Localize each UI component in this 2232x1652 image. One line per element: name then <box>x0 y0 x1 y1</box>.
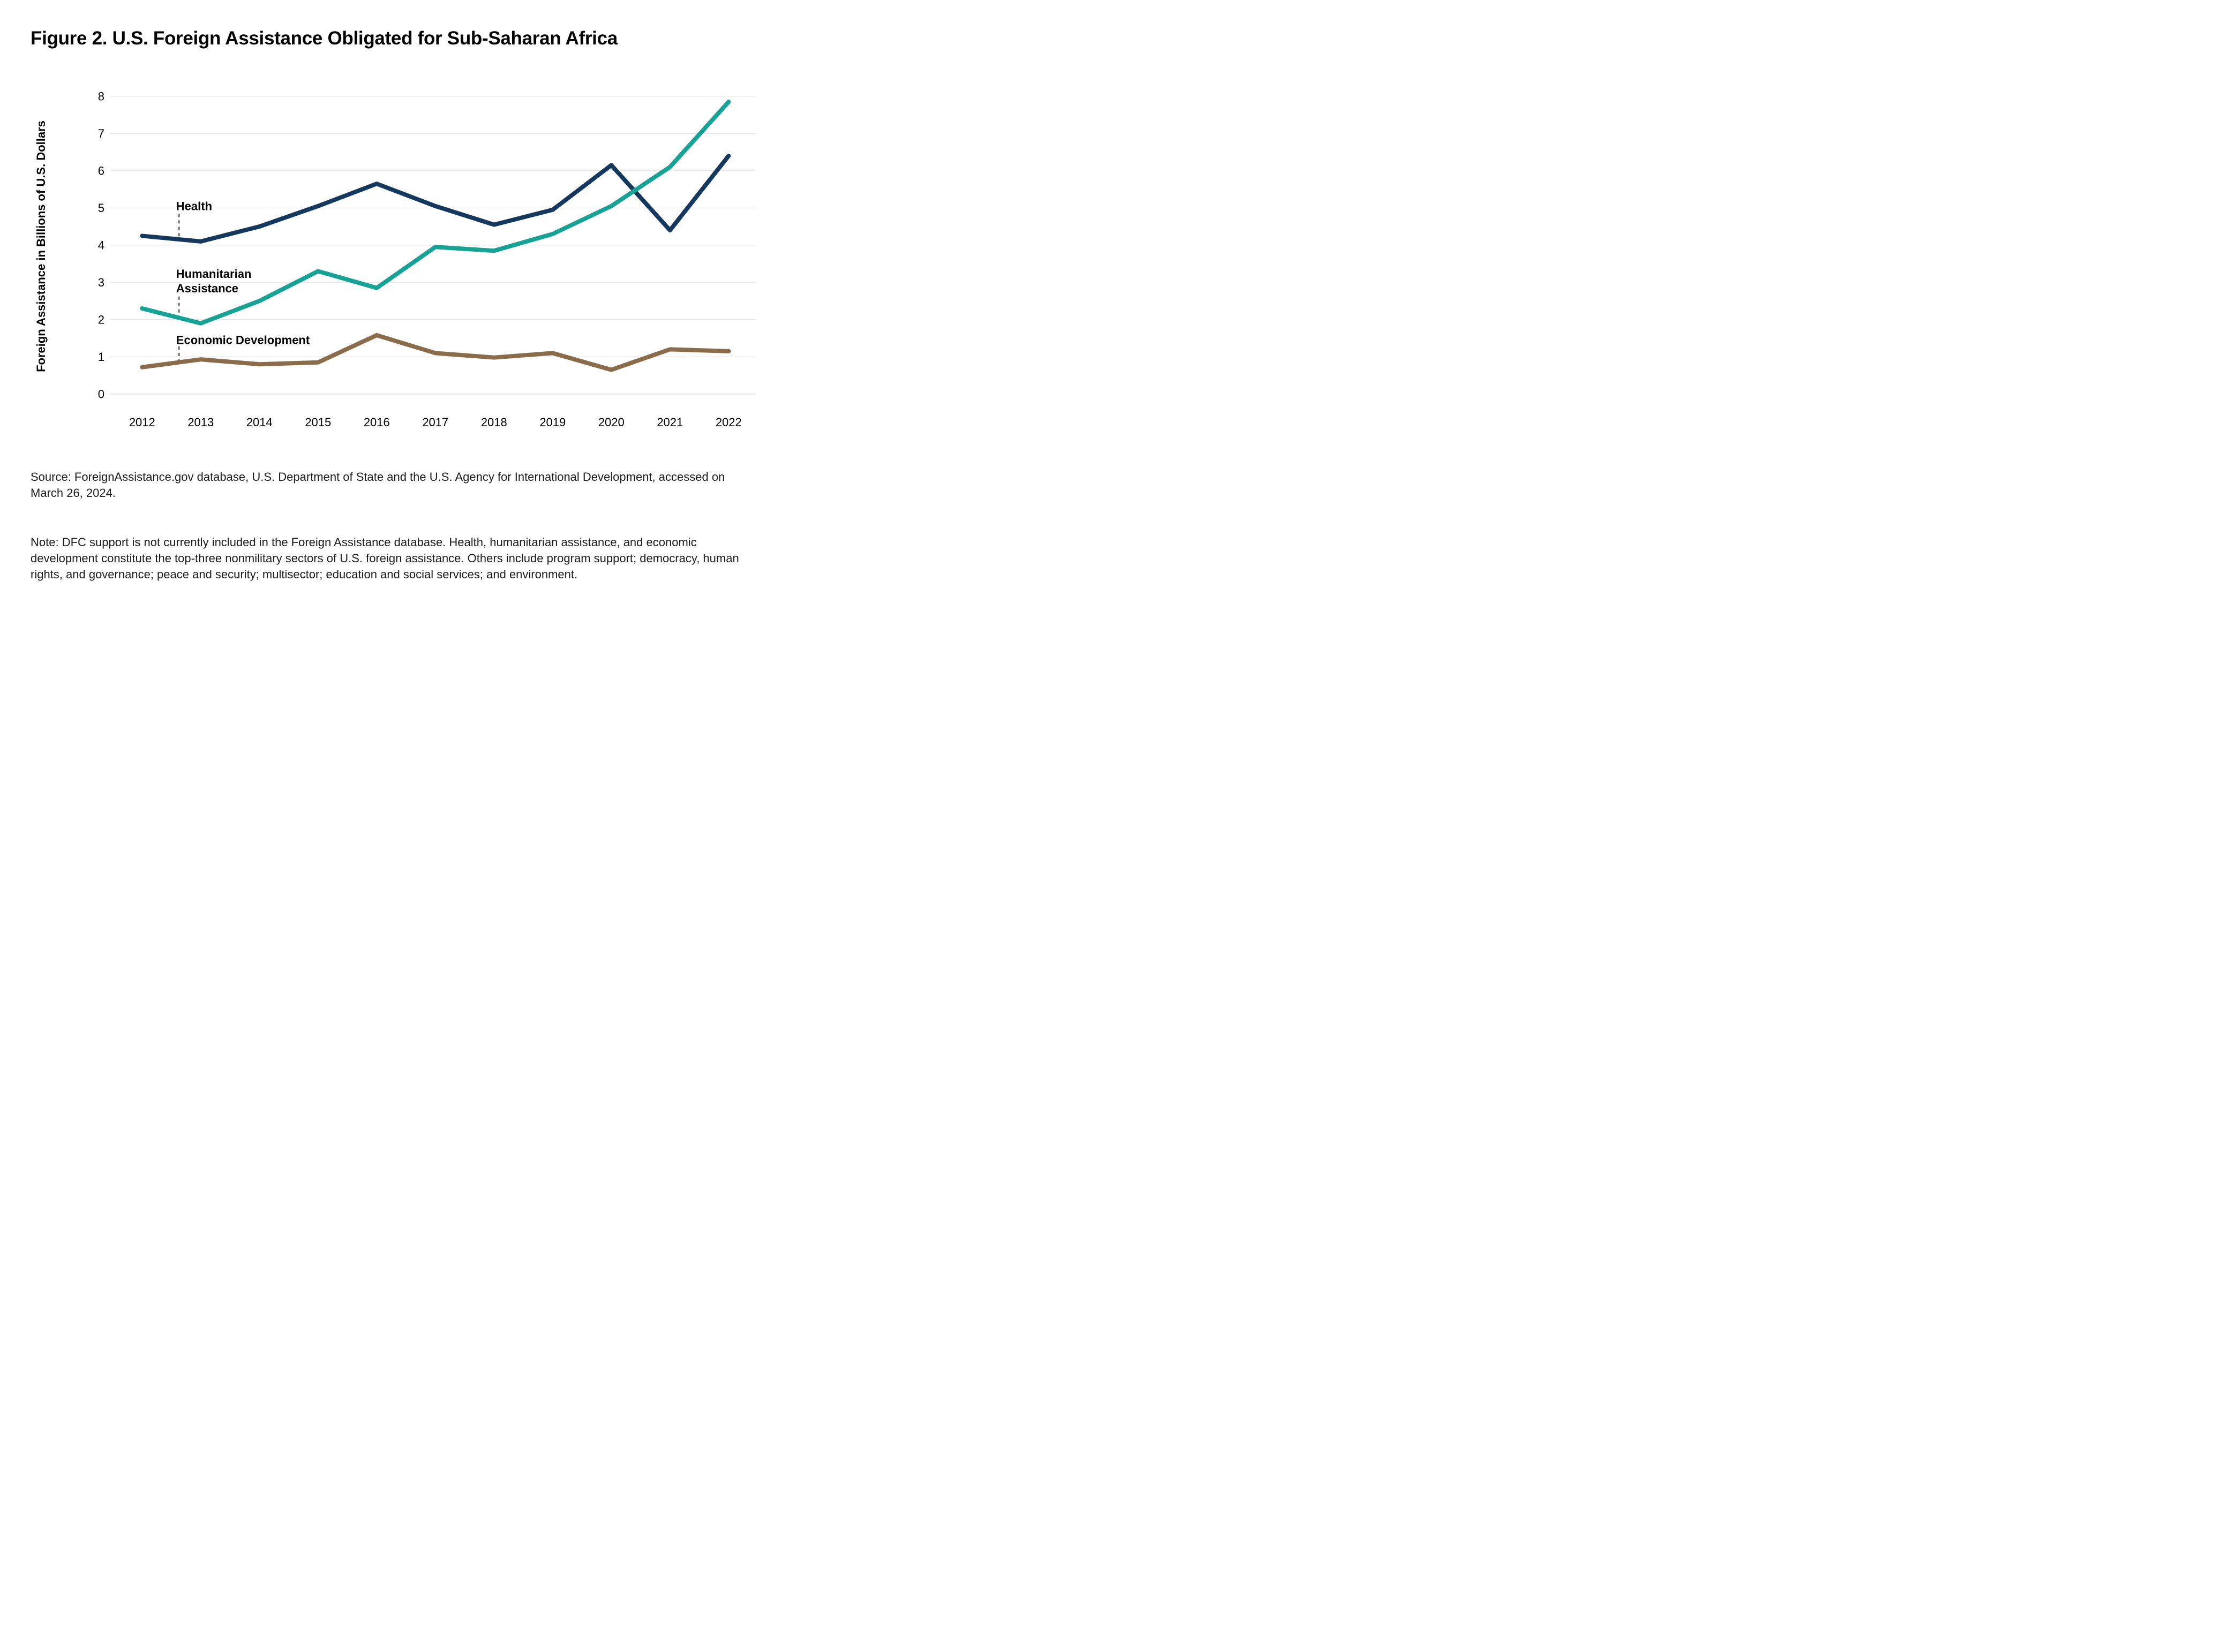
y-tick-label: 0 <box>98 387 104 401</box>
line-chart: 0 1 2 3 4 5 6 7 8 2012 2013 2014 2015 2016 2017 2018 201… <box>98 89 756 429</box>
x-tick-label: 2018 <box>481 416 507 429</box>
series-label: Humanitarian <box>176 267 252 281</box>
y-tick-label: 8 <box>98 89 104 103</box>
x-tick-label: 2022 <box>716 416 742 429</box>
x-tick-label: 2013 <box>187 416 214 429</box>
y-tick-label: 6 <box>98 164 104 177</box>
x-tick-label: 2017 <box>422 416 448 429</box>
series-line-humanitarian-assistance <box>140 100 731 326</box>
y-tick-label: 3 <box>98 276 104 289</box>
y-tick-label: 5 <box>98 201 104 215</box>
series-label: Health <box>176 199 212 213</box>
series-label: Economic Development <box>176 334 310 347</box>
source-caption: Source: ForeignAssistance.gov database, … <box>31 470 725 500</box>
figure-title: Figure 2. U.S. Foreign Assistance Obliga… <box>31 28 618 49</box>
y-tick-label: 4 <box>98 238 104 252</box>
series-line-health <box>140 154 731 244</box>
x-tick-label: 2019 <box>539 416 566 429</box>
y-tick-label: 1 <box>98 350 104 364</box>
x-tick-label: 2021 <box>657 416 683 429</box>
y-axis-title: Foreign Assistance in Billions of U.S. D… <box>34 120 48 372</box>
series-label: Assistance <box>176 282 238 295</box>
note-caption: Note: DFC support is not currently inclu… <box>31 535 739 581</box>
x-tick-label: 2015 <box>305 416 331 429</box>
x-tick-label: 2016 <box>364 416 390 429</box>
figure-page: { "figure": { "title": "Figure 2. U.S. F… <box>0 0 803 594</box>
x-tick-label: 2012 <box>129 416 155 429</box>
x-tick-label: 2014 <box>246 416 273 429</box>
series-line-economic-development <box>140 333 731 372</box>
x-tick-label: 2020 <box>598 416 625 429</box>
y-tick-label: 7 <box>98 127 104 140</box>
y-tick-label: 2 <box>98 313 104 326</box>
